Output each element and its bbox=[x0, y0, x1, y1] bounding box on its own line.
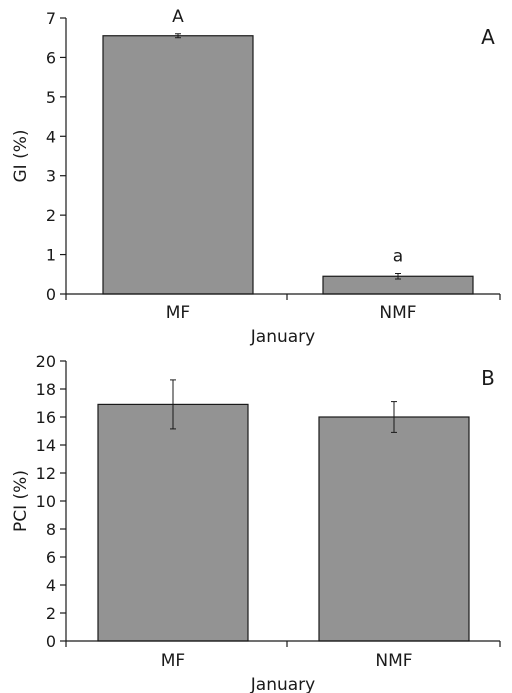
y-tick-label: 7 bbox=[46, 9, 56, 28]
x-tick-label: MF bbox=[166, 303, 190, 323]
y-tick-label: 3 bbox=[46, 167, 56, 186]
y-tick-label: 16 bbox=[36, 408, 56, 427]
x-tick-label: NMF bbox=[375, 651, 412, 671]
y-tick-label: 1 bbox=[46, 246, 56, 265]
panel-a: A MF a NMF 0 1 2 3 4 5 6 7 GI (%) January A bbox=[11, 7, 501, 347]
y-tick-label: 2 bbox=[46, 604, 56, 623]
panel-b: MF NMF 0 2 4 6 8 10 12 14 16 18 20 PCI (%) January B bbox=[11, 352, 501, 693]
error-bar-mf bbox=[175, 33, 181, 39]
y-tick-label: 6 bbox=[46, 548, 56, 567]
x-axis-label: January bbox=[250, 675, 315, 693]
significance-label: A bbox=[172, 7, 184, 27]
y-tick-label: 12 bbox=[36, 464, 56, 483]
bar-nmf bbox=[318, 416, 470, 642]
bar-mf bbox=[97, 403, 249, 642]
y-axis-label: GI (%) bbox=[11, 129, 31, 182]
error-bar-nmf bbox=[395, 272, 401, 280]
y-tick-label: 5 bbox=[46, 88, 56, 107]
y-tick-label: 8 bbox=[46, 520, 56, 539]
error-bar-nmf bbox=[391, 401, 397, 433]
y-axis-label: PCI (%) bbox=[11, 470, 31, 532]
y-tick-label: 20 bbox=[36, 352, 56, 371]
x-tick-label: MF bbox=[161, 651, 185, 671]
x-tick-label: NMF bbox=[379, 303, 416, 323]
y-tick-label: 14 bbox=[36, 436, 56, 455]
y-tick-label: 0 bbox=[46, 632, 56, 651]
y-tick-label: 0 bbox=[46, 285, 56, 304]
bar-mf bbox=[102, 35, 254, 295]
panel-letter: B bbox=[481, 366, 495, 390]
y-tick-label: 6 bbox=[46, 48, 56, 67]
significance-label: a bbox=[393, 246, 403, 266]
error-bar-mf bbox=[170, 379, 176, 430]
y-tick-label: 2 bbox=[46, 206, 56, 225]
y-tick-label: 18 bbox=[36, 380, 56, 399]
y-tick-label: 4 bbox=[46, 576, 56, 595]
x-axis-label: January bbox=[250, 327, 315, 347]
y-tick-label: 4 bbox=[46, 127, 56, 146]
y-tick-label: 10 bbox=[36, 492, 56, 511]
panel-letter: A bbox=[481, 25, 495, 49]
